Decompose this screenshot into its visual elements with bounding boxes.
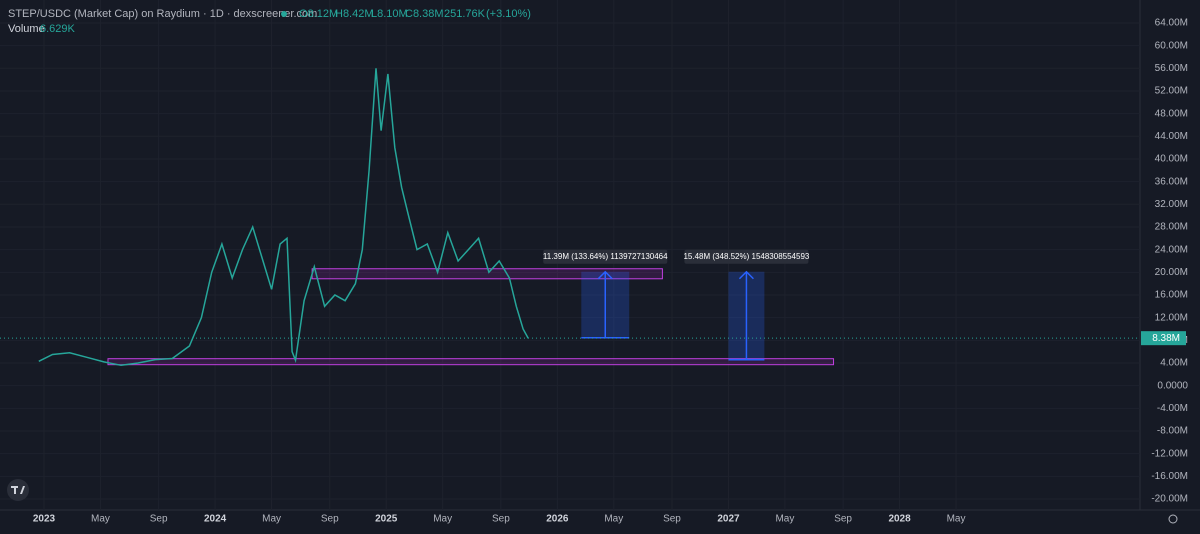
settings-icon[interactable] <box>1168 514 1178 524</box>
price-line <box>38 68 529 367</box>
x-tick-label: May <box>91 514 110 525</box>
x-tick-label: 2026 <box>546 514 569 525</box>
plot: 11.39M (133.64%) 1139727130464 15.48M (34… <box>38 68 835 367</box>
ohlc-high: H8.42M <box>335 8 374 20</box>
x-tick-label: Sep <box>150 514 168 525</box>
x-tick-label: Sep <box>321 514 339 525</box>
y-tick-label: 24.00M <box>1155 244 1188 255</box>
change: 251.76K <box>444 8 486 20</box>
x-tick-label: May <box>947 514 966 525</box>
volume-label: Volume <box>8 23 45 35</box>
y-tick-label: -20.00M <box>1151 494 1188 505</box>
x-tick-label: Sep <box>663 514 681 525</box>
y-tick-label: -4.00M <box>1157 403 1188 414</box>
y-tick-label: 44.00M <box>1155 131 1188 142</box>
x-tick-label: 2023 <box>33 514 56 525</box>
y-tick-label: 56.00M <box>1155 63 1188 74</box>
y-tick-label: 0.0000 <box>1157 380 1188 391</box>
x-tick-label: May <box>262 514 281 525</box>
grid <box>0 0 1140 510</box>
x-tick-label: 2024 <box>204 514 227 525</box>
measure-label: 15.48M (348.52%) 1548308554593 <box>683 252 809 261</box>
y-tick-label: -16.00M <box>1151 471 1188 482</box>
y-tick-label: 52.00M <box>1155 86 1188 97</box>
last-price-label: 8.38M <box>1152 333 1180 344</box>
x-tick-label: Sep <box>834 514 852 525</box>
measure-label-bg <box>543 249 668 264</box>
ohlc-open: O8.12M <box>299 8 338 20</box>
x-tick-label: May <box>433 514 452 525</box>
title: STEP/USDC (Market Cap) on Raydium · 1D ·… <box>8 8 317 20</box>
x-tick-label: 2025 <box>375 514 398 525</box>
y-tick-label: 28.00M <box>1155 222 1188 233</box>
y-tick-label: 60.00M <box>1155 40 1188 51</box>
x-tick-label: 2027 <box>717 514 740 525</box>
ohlc-close: C8.38M <box>405 8 444 20</box>
x-tick-label: May <box>604 514 623 525</box>
y-tick-label: 16.00M <box>1155 290 1188 301</box>
y-tick-label: 64.00M <box>1155 18 1188 29</box>
y-tick-label: -12.00M <box>1151 448 1188 459</box>
y-tick-label: 20.00M <box>1155 267 1188 278</box>
measure-label: 11.39M (133.64%) 1139727130464 <box>543 252 668 261</box>
y-tick-label: 4.00M <box>1160 358 1188 369</box>
arrow-head <box>738 270 754 280</box>
y-tick-label: 32.00M <box>1155 199 1188 210</box>
status-dot <box>281 11 287 17</box>
y-tick-label: 36.00M <box>1155 176 1188 187</box>
x-tick-label: Sep <box>492 514 510 525</box>
y-tick-label: 40.00M <box>1155 154 1188 165</box>
last-price-tag <box>1141 331 1186 346</box>
arrow-head <box>597 270 613 280</box>
zone <box>107 358 835 366</box>
y-tick-label: 12.00M <box>1155 312 1188 323</box>
logo <box>7 479 29 501</box>
y-tick-label: 48.00M <box>1155 108 1188 119</box>
y-tick-label: -8.00M <box>1157 426 1188 437</box>
volume-value: 6.629K <box>40 23 76 35</box>
change-pct: (+3.10%) <box>486 8 531 20</box>
measure-label-bg <box>684 249 809 264</box>
x-tick-label: May <box>775 514 794 525</box>
ohlc-low: L8.10M <box>371 8 408 20</box>
x-tick-label: 2028 <box>888 514 911 525</box>
